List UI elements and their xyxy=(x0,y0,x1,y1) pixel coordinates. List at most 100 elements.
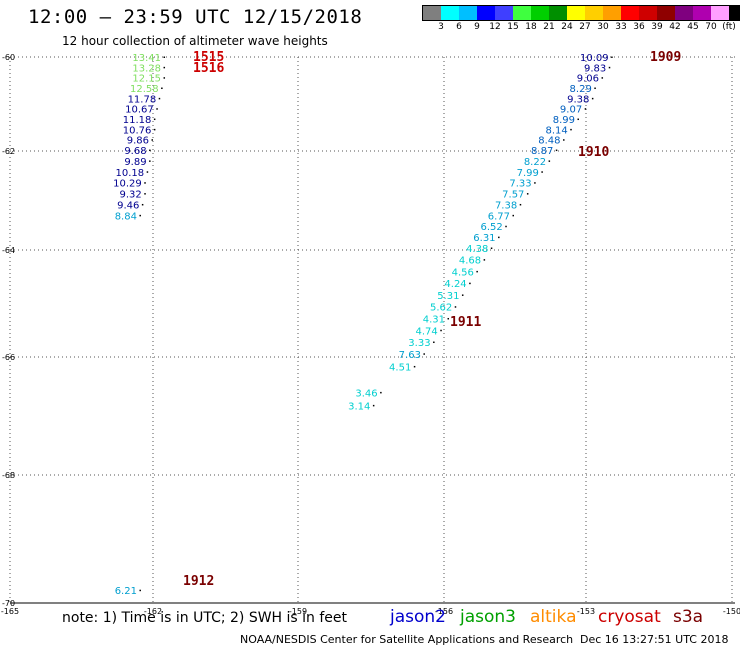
longitude-tick-label: -165 xyxy=(1,607,19,616)
wave-height-label: 4.68 xyxy=(459,256,481,267)
wave-height-label: 4.38 xyxy=(466,244,488,255)
wave-height-label: 8.87 xyxy=(531,146,553,157)
color-swatch xyxy=(549,6,567,20)
latitude-tick-label: -64 xyxy=(2,246,15,255)
wave-height-label: 11.78 xyxy=(128,94,157,105)
measurement-point xyxy=(139,589,141,592)
wave-height-label: 9.83 xyxy=(584,63,606,74)
measurement-point xyxy=(141,203,144,206)
measurement-point xyxy=(440,329,442,332)
color-swatch xyxy=(567,6,585,20)
wave-height-label: 8.22 xyxy=(524,157,546,168)
measurement-point xyxy=(611,56,613,58)
measurement-point xyxy=(158,97,161,100)
longitude-tick-label: -162 xyxy=(144,607,162,616)
measurement-point xyxy=(153,118,156,121)
measurement-point xyxy=(594,87,596,90)
wave-height-label: 7.33 xyxy=(509,179,531,190)
page-subtitle: 12 hour collection of altimeter wave hei… xyxy=(62,34,328,48)
color-swatch xyxy=(693,6,711,20)
color-scale-label: 36 xyxy=(633,22,645,32)
wave-height-label: 8.84 xyxy=(115,211,137,222)
color-swatch xyxy=(495,6,513,20)
color-swatch xyxy=(711,6,729,20)
pass-time-label: 1910 xyxy=(578,145,609,160)
measurement-point xyxy=(591,97,594,100)
color-swatch xyxy=(675,6,693,20)
wave-height-label: 9.68 xyxy=(124,146,146,157)
measurement-point xyxy=(413,365,416,368)
pass-time-label: 1912 xyxy=(183,574,214,589)
color-scale-label: (ft) xyxy=(722,22,736,32)
wave-height-label: 4.31 xyxy=(423,314,445,325)
wave-height-label: 4.51 xyxy=(389,362,411,373)
wave-height-label: 3.14 xyxy=(348,401,370,412)
latitude-tick-label: -60 xyxy=(2,53,15,62)
longitude-tick-label: -156 xyxy=(435,607,453,616)
latitude-tick-label: -66 xyxy=(2,353,15,362)
color-scale-label: 39 xyxy=(651,22,663,32)
credit-text: NOAA/NESDIS Center for Satellite Applica… xyxy=(240,633,574,646)
color-swatch xyxy=(441,6,459,20)
longitude-tick-label: -159 xyxy=(289,607,307,616)
measurement-point xyxy=(476,270,478,273)
color-swatch xyxy=(657,6,675,20)
color-scale-label: 30 xyxy=(597,22,609,32)
measurement-point xyxy=(149,160,151,162)
color-scale-label: 18 xyxy=(525,22,537,32)
measurement-point xyxy=(144,182,146,184)
legend-item-jason3: jason3 xyxy=(460,607,516,627)
wave-height-label: 6.31 xyxy=(473,233,495,244)
measurement-point xyxy=(584,108,587,110)
wave-height-label: 9.07 xyxy=(560,105,582,116)
wave-height-label: 9.32 xyxy=(120,190,142,201)
wave-height-label: 12.15 xyxy=(132,74,161,85)
wave-height-label: 10.76 xyxy=(123,125,152,136)
measurement-point xyxy=(139,214,141,217)
color-scale-label: 15 xyxy=(507,22,519,32)
measurement-point xyxy=(423,353,425,355)
measurement-point xyxy=(548,160,551,162)
wave-height-label: 8.48 xyxy=(538,136,560,147)
color-swatch xyxy=(513,6,531,20)
legend-item-cryosat: cryosat xyxy=(598,607,661,627)
wave-height-label: 3.33 xyxy=(408,338,430,349)
measurement-point xyxy=(498,236,500,239)
wave-height-label: 7.63 xyxy=(399,350,421,361)
color-swatch xyxy=(585,6,603,20)
wave-height-label: 7.38 xyxy=(495,200,517,211)
color-scale-label: 27 xyxy=(579,22,591,32)
measurement-point xyxy=(433,341,435,344)
color-scale-label: 21 xyxy=(543,22,555,32)
units-note: note: 1) Time is in UTC; 2) SWH is in fe… xyxy=(62,610,348,626)
wave-height-label: 6.52 xyxy=(481,222,503,233)
measurement-point xyxy=(577,118,579,121)
wave-height-label: 13.28 xyxy=(132,63,161,74)
color-swatch xyxy=(531,6,549,20)
measurement-point xyxy=(483,259,486,261)
measurement-point xyxy=(144,193,146,195)
color-scale-label: 42 xyxy=(669,22,681,32)
measurement-point xyxy=(146,171,149,173)
wave-height-label: 3.46 xyxy=(355,388,377,399)
color-swatch xyxy=(423,6,441,20)
measurement-point xyxy=(149,149,151,152)
wave-height-label: 6.21 xyxy=(115,586,137,597)
measurement-point xyxy=(447,317,450,320)
measurement-point xyxy=(541,171,543,173)
wave-height-label: 9.89 xyxy=(124,157,146,168)
wave-height-label: 7.99 xyxy=(517,168,539,179)
measurement-point xyxy=(601,77,604,79)
color-scale-label: 70 xyxy=(705,22,717,32)
color-swatch xyxy=(477,6,495,20)
color-swatch xyxy=(729,6,740,20)
color-scale-labels: 3 6 9 12 15 18 21 24 27 30 33 36 39 42 45 70 (ft) xyxy=(422,22,740,34)
measurement-point xyxy=(156,108,158,110)
legend-item-altika: altika xyxy=(530,607,577,627)
page-title: 12:00 — 23:59 UTC 12/15/2018 xyxy=(28,6,363,28)
wave-height-label: 12.58 xyxy=(130,84,159,95)
measurement-point xyxy=(570,128,572,131)
wave-height-label: 11.18 xyxy=(123,115,152,126)
legend-item-s3a: s3a xyxy=(673,607,704,627)
wave-height-label: 6.77 xyxy=(488,211,510,222)
